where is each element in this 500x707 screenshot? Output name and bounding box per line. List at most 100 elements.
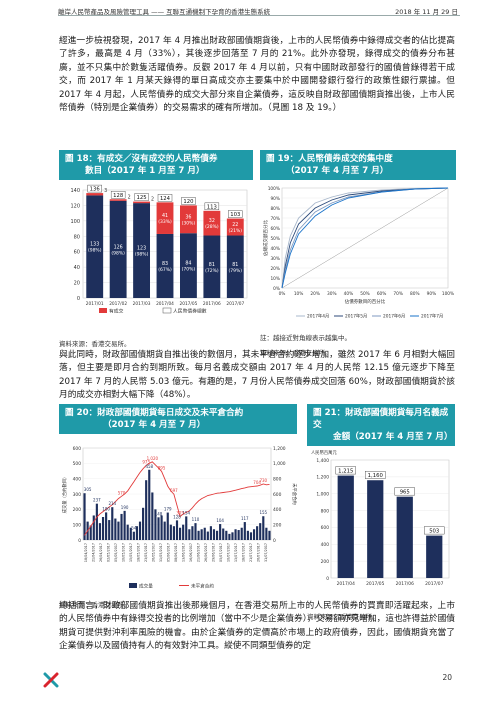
x-tick-label: 13/07/2017 [234,543,238,562]
y-tick-label-right: 200 [273,522,282,528]
paragraph-2: 與此同時，財政部國債期貨自推出後的數個月，其未平倉合約逐步增加，雖然 2017 … [59,350,455,401]
bar-not-traded [226,235,244,298]
x-tick-label: 26/06/2017 [204,543,208,562]
volume-bar [219,524,222,540]
oi-data-label: 570 [118,490,126,495]
volume-data-label: 458 [145,464,153,469]
y-tick-label: 40 [74,265,80,271]
volume-data-label: 237 [93,498,101,503]
figure-20-source: 資料來源：香港交易所。 [59,601,131,609]
volume-bar [225,530,228,540]
x-tick-label: 50% [360,291,370,297]
bar-not-traded [109,200,127,298]
legend-label-oi: 未平倉合約 [191,583,214,590]
volume-bar [120,513,123,540]
x-tick-label: 31/05/2017 [159,543,163,562]
volume-data-label: 214 [108,501,116,506]
legend-label-traded: 有成交 [109,308,124,315]
oi-data-label: 597 [170,488,178,493]
oi-data-label: 975 [142,459,150,464]
figure-19-title-line2: （2017 年 4 月至 7 月） [286,166,389,176]
legend-label-total: 人民幣債券總數 [173,308,207,315]
figure-20-chart: 0 100 200 300 400 500 600 0 200 400 600 800 1,000 1,2… [61,446,298,590]
volume-bar [92,515,95,540]
figure-20-title-line2: （2017 年 4 月至 7 月） [103,420,206,430]
figure-18-source: 資料來源：香港交易所。 [59,340,131,348]
y-tick-label: 80 [74,234,80,240]
volume-bar [98,523,102,540]
x-tick-label: 2017/03 [133,301,151,307]
x-tick-label: 26/07/2017 [257,543,261,562]
y-axis-label-right: 未平倉合約 [291,483,297,504]
y-tick-label: 60% [270,226,280,232]
y-tick-label: 1,200 [316,475,329,481]
bar-not-traded [179,233,197,298]
x-tick-label: 02/05/2017 [106,543,110,562]
x-tick-label: 21/06/2017 [197,543,201,562]
total-label: 125 [137,195,147,201]
bar-label-not-traded-pct: (79%) [229,268,243,274]
volume-bar [126,524,129,540]
bar-label-not-traded: 133 [90,242,99,248]
y-tick-label: 70% [270,216,280,222]
volume-bar [148,469,151,540]
total-label-box [204,202,220,211]
data-label: 503 [429,528,439,534]
x-tick-label: 26/04/2017 [99,543,103,562]
volume-bar [135,526,139,540]
volume-bar [209,526,212,540]
header-date: 2018 年 11 月 29 日 [395,8,458,16]
volume-bar [259,523,262,540]
x-tick-label: 05/07/2017 [219,543,223,562]
bar-label-traded: 2 [128,194,131,200]
x-tick-label: 40% [344,291,354,297]
y-axis-label: 佔總成交額百分比 [262,220,269,256]
figure-18-chart: 020406080100120140133(98%)31362017/01126… [70,184,248,315]
x-tick-label: 2017/05 [179,301,197,307]
bar-not-traded [86,195,104,298]
volume-bar [194,523,197,540]
volume-bar [228,533,231,540]
y-tick-label: 100 [70,219,80,225]
volume-bar [95,503,98,540]
volume-data-label: 104 [216,518,224,523]
volume-bar [169,524,172,540]
x-tick-label: 16/06/2017 [189,543,193,562]
y-tick-label: 200 [321,559,330,565]
bar-label-not-traded-pct: (98%) [88,248,102,254]
x-tick-label: 2017/01 [86,301,104,307]
volume-bar [188,529,191,540]
volume-bar [83,493,86,540]
data-label-box [335,466,356,475]
total-label-box [134,193,149,201]
bar-label-not-traded: 123 [137,246,146,252]
y-tick-label-left: 200 [73,507,82,513]
volume-bar [243,522,246,540]
x-tick-label: 2017/04 [337,581,355,587]
volume-bar [179,527,182,540]
y-tick-label: 800 [321,508,330,514]
figure-21-title-line2: 金額（2017 年 4 月至 7 月） [333,432,453,442]
y-tick-label-right: 1,200 [273,446,286,452]
paragraph-1: 經進一步檢視發現，2017 年 4 月推出財政部國債期貨後，上市的人民幣債券中錄… [59,36,455,114]
total-label-box [110,191,126,199]
data-label: 965 [400,489,410,495]
volume-bar [163,521,166,540]
y-tick-label: 80% [270,206,280,212]
x-tick-label: 29/06/2017 [212,543,216,562]
open-interest-line [84,461,270,536]
figure-18-title-line2: 數目（2017 年 1 月至 7 月） [85,166,205,176]
volume-bar [117,521,120,540]
volume-data-label: 154 [182,510,190,515]
bar-traded [179,205,197,234]
x-tick-label: 21/07/2017 [249,543,253,562]
volume-bar [197,530,200,540]
bar [337,475,354,578]
bar-traded [109,199,127,201]
bar-not-traded [156,233,174,298]
bar-label-traded: 32 [209,218,215,224]
x-tick-label: 2017/07 [425,581,443,587]
figure-20-title-line1: 圖 20：財政部國債期貨每日成交及未平倉合約 [65,408,244,418]
x-tick-label: 2017/06 [396,581,414,587]
volume-bar [206,531,209,540]
